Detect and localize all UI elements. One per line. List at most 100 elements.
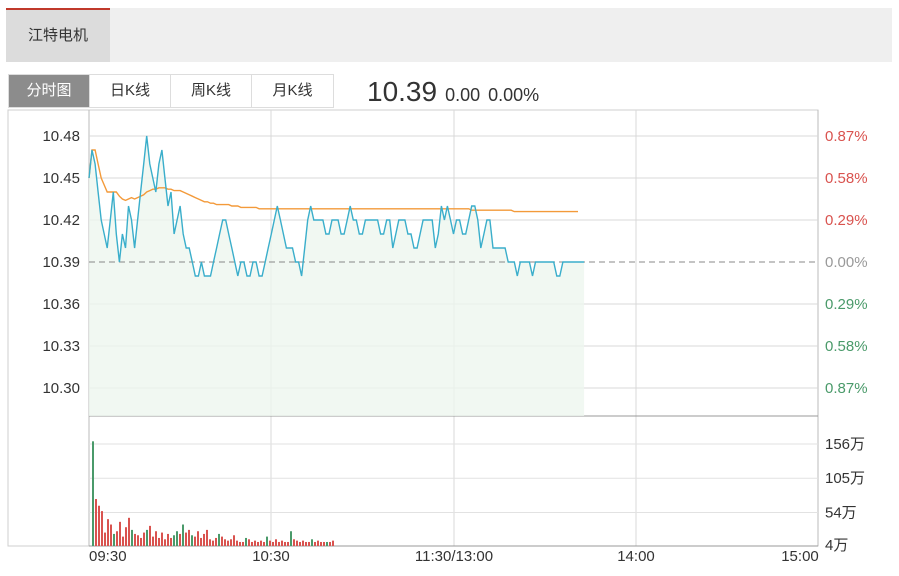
volume-tick-label: 156万 <box>825 436 865 453</box>
tab-daily-k[interactable]: 日K线 <box>90 75 171 107</box>
volume-bar <box>257 541 259 546</box>
volume-bar <box>221 536 223 546</box>
volume-bar <box>203 533 205 546</box>
tab-weekly-k[interactable]: 周K线 <box>171 75 252 107</box>
time-tick-label: 15:00 <box>781 548 819 565</box>
volume-bar <box>278 541 280 546</box>
last-price: 10.39 <box>367 76 438 107</box>
price-line <box>88 135 585 277</box>
volume-bar <box>116 531 118 546</box>
volume-bar <box>194 536 196 546</box>
volume-bar <box>167 533 169 546</box>
volume-tick-label: 105万 <box>825 470 865 487</box>
volume-bar <box>224 539 226 546</box>
tab-monthly-k[interactable]: 月K线 <box>252 75 333 107</box>
volume-tick-label: 4万 <box>825 537 848 554</box>
volume-bar <box>95 499 97 546</box>
volume-bar <box>326 541 328 546</box>
stock-header-bar: 江特电机 <box>6 8 892 62</box>
volume-bar <box>320 541 322 546</box>
percent-tick-label: 0.58% <box>825 338 868 355</box>
volume-bar <box>206 529 208 546</box>
volume-bar <box>263 541 265 546</box>
volume-bar <box>272 541 274 546</box>
volume-bar <box>266 536 268 546</box>
price-tick-label: 10.48 <box>42 128 80 145</box>
volume-bar <box>245 537 247 546</box>
time-tick-label: 11:30/13:00 <box>415 548 493 565</box>
volume-bar <box>329 541 331 546</box>
volume-bar <box>236 540 238 546</box>
volume-bar <box>140 537 142 546</box>
volume-grid <box>89 443 818 513</box>
volume-bar <box>101 511 103 546</box>
volume-bar <box>311 539 313 546</box>
volume-bar <box>323 541 325 546</box>
volume-bar <box>215 537 217 546</box>
average-price-line <box>88 149 578 213</box>
volume-bar <box>197 531 199 546</box>
percent-tick-label: 0.87% <box>825 380 868 397</box>
percent-axis-labels: 0.87% 0.58% 0.29% 0.00% 0.29% 0.58% 0.87% <box>825 128 868 397</box>
volume-bar <box>332 540 334 546</box>
percent-tick-label: 0.00% <box>825 254 868 271</box>
price-change-percent: 0.00% <box>488 85 540 105</box>
quote-summary: 10.39 0.00 0.00% <box>367 76 539 108</box>
volume-bar <box>143 532 145 546</box>
volume-bar <box>185 532 187 546</box>
volume-bar <box>125 527 127 546</box>
volume-bar <box>260 540 262 546</box>
price-tick-label: 10.36 <box>42 296 80 313</box>
volume-bar <box>92 441 94 546</box>
volume-bar <box>314 541 316 546</box>
volume-bar <box>269 540 271 546</box>
volume-bar <box>122 536 124 546</box>
time-tick-label: 10:30 <box>252 548 290 565</box>
percent-tick-label: 0.29% <box>825 212 868 229</box>
volume-bar <box>227 540 229 546</box>
price-change: 0.00 <box>445 85 481 105</box>
volume-bar <box>296 540 298 546</box>
volume-bars <box>92 441 334 546</box>
volume-bar <box>209 539 211 546</box>
volume-bar <box>191 535 193 546</box>
price-tick-label: 10.33 <box>42 338 80 355</box>
volume-bar <box>254 540 256 546</box>
tab-intraday[interactable]: 分时图 <box>9 75 90 107</box>
volume-bar <box>275 539 277 546</box>
volume-bar <box>110 524 112 546</box>
volume-bar <box>248 539 250 546</box>
volume-bar <box>107 519 109 546</box>
volume-bar <box>128 517 130 546</box>
volume-bar <box>137 535 139 546</box>
time-tick-label: 09:30 <box>89 548 127 565</box>
percent-tick-label: 0.29% <box>825 296 868 313</box>
volume-bar <box>290 531 292 546</box>
volume-bar <box>134 533 136 546</box>
volume-bar <box>299 541 301 546</box>
percent-tick-label: 0.87% <box>825 128 868 145</box>
volume-bar <box>308 541 310 546</box>
volume-bar <box>158 537 160 546</box>
time-tick-label: 14:00 <box>617 548 655 565</box>
volume-bar <box>242 541 244 546</box>
volume-bar <box>152 536 154 546</box>
volume-bar <box>188 529 190 546</box>
price-tick-label: 10.39 <box>42 254 80 271</box>
volume-tick-label: 54万 <box>825 504 857 521</box>
volume-bar <box>98 505 100 546</box>
volume-bar <box>284 541 286 546</box>
volume-bar <box>281 540 283 546</box>
volume-bar <box>200 537 202 546</box>
volume-bar <box>233 535 235 546</box>
volume-bar <box>239 541 241 546</box>
volume-bar <box>149 525 151 546</box>
volume-bar <box>164 539 166 546</box>
chart-period-tabs: 分时图 日K线 周K线 月K线 <box>8 74 334 108</box>
volume-bar <box>113 533 115 546</box>
price-tick-label: 10.30 <box>42 380 80 397</box>
volume-bar <box>317 540 319 546</box>
volume-bar <box>161 532 163 546</box>
stock-name-tab[interactable]: 江特电机 <box>6 8 110 62</box>
